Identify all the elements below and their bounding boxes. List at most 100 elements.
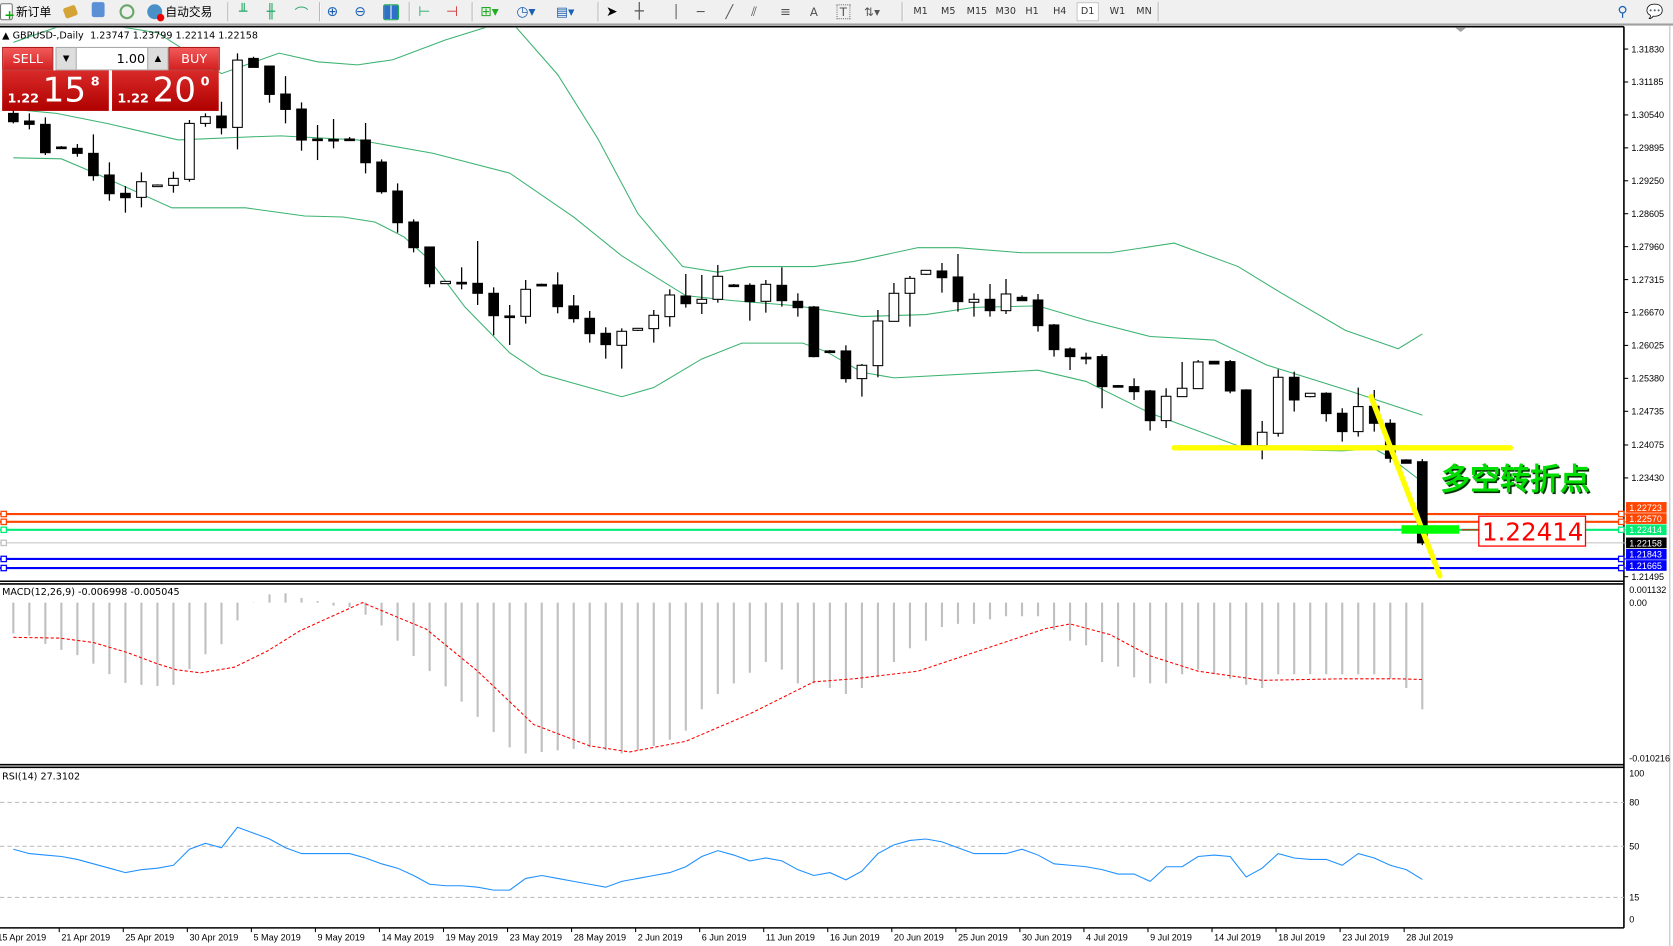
lot-increase-button[interactable]: ▲ xyxy=(147,47,168,70)
search-icon[interactable]: ⚲ xyxy=(1617,3,1628,20)
text-tool-icon[interactable]: A xyxy=(809,4,818,19)
candlestick-chart-icon[interactable]: ╫ xyxy=(266,3,276,20)
candle-body xyxy=(872,320,884,367)
new-order-icon: + xyxy=(0,3,15,21)
line-chart-icon[interactable]: ⌒ xyxy=(294,5,309,22)
y-tick-label: 1.24735 xyxy=(1631,406,1664,416)
timeframe-mn[interactable]: MN xyxy=(1136,6,1152,18)
candle-body xyxy=(264,65,275,95)
timeframe-d1[interactable]: D1 xyxy=(1076,2,1099,22)
fibonacci-icon[interactable]: ≡ xyxy=(779,4,791,20)
candle xyxy=(8,110,19,124)
bar-chart-icon[interactable]: ╨ xyxy=(238,3,248,20)
candle-body xyxy=(504,315,516,319)
lot-size-stepper[interactable]: ▼ 1.00 ▲ xyxy=(55,46,169,71)
candle xyxy=(1400,459,1412,464)
lot-input[interactable]: 1.00 xyxy=(76,47,148,70)
candle xyxy=(344,137,355,142)
candle-body xyxy=(616,330,628,346)
candle xyxy=(376,159,387,194)
x-tick-label: 28 May 2019 xyxy=(574,933,626,943)
timeframe-m30[interactable]: M30 xyxy=(995,6,1016,18)
candle xyxy=(1320,392,1332,422)
arrows-icon[interactable]: ⇅▾ xyxy=(864,4,880,19)
timeframe-h4[interactable]: H4 xyxy=(1053,6,1067,18)
candle xyxy=(104,162,115,201)
zoom-out-icon[interactable]: ⊖ xyxy=(354,3,366,20)
candle-body xyxy=(1112,385,1124,388)
timeframe-m1[interactable]: M1 xyxy=(913,6,928,18)
timeframe-m5[interactable]: M5 xyxy=(941,6,956,18)
sell-button[interactable]: SELL xyxy=(2,46,54,71)
x-tick-label: 23 Jul 2019 xyxy=(1342,933,1389,943)
candle-body xyxy=(680,295,692,305)
timeframe-m15[interactable]: M15 xyxy=(966,6,988,18)
y-tick-label: 1.30540 xyxy=(1631,110,1664,120)
candle-body xyxy=(648,314,660,330)
buy-price[interactable]: 1.22 20 0 xyxy=(112,70,219,111)
sell-price[interactable]: 1.22 15 8 xyxy=(2,70,109,111)
candle xyxy=(920,269,932,275)
candle-body xyxy=(168,177,179,186)
history-center-icon[interactable] xyxy=(62,4,79,19)
mailbox-icon[interactable] xyxy=(91,2,105,18)
price-line-handle xyxy=(0,518,8,526)
horizontal-line-icon[interactable]: ─ xyxy=(696,4,705,20)
candle-body xyxy=(440,280,451,285)
candle-body xyxy=(888,292,900,322)
bollinger-middle-line xyxy=(13,108,1423,416)
chat-icon[interactable]: 💬 xyxy=(1646,3,1664,20)
toolbar-separator xyxy=(901,2,904,22)
trendline-icon[interactable]: ╱ xyxy=(725,4,734,20)
zoom-in-icon[interactable]: ⊕ xyxy=(326,3,339,20)
candle-body xyxy=(360,139,371,164)
rsi-axis-label: 50 xyxy=(1629,841,1639,851)
new-order-button[interactable]: + 新订单 xyxy=(0,2,51,21)
candle-body xyxy=(584,317,596,335)
lot-decrease-button[interactable]: ▼ xyxy=(56,47,77,70)
price-line-handle xyxy=(0,510,8,518)
candle xyxy=(408,219,419,253)
x-tick-label: 16 Jun 2019 xyxy=(830,933,880,943)
candle-body xyxy=(344,138,355,142)
text-label-icon[interactable]: T xyxy=(836,4,851,20)
candle xyxy=(472,241,483,305)
reversal-text: 多空转折点 xyxy=(1440,463,1589,498)
candle xyxy=(968,293,980,317)
autoscroll-icon[interactable]: ⊢ xyxy=(418,3,431,20)
timeframe-w1[interactable]: W1 xyxy=(1109,6,1126,18)
vertical-line-icon[interactable]: │ xyxy=(672,4,680,20)
candle-body xyxy=(1352,406,1364,433)
timeframe-h1[interactable]: H1 xyxy=(1025,6,1039,18)
x-tick-label: 23 May 2019 xyxy=(510,933,562,943)
candle xyxy=(248,56,259,68)
templates-icon[interactable]: ▤▾ xyxy=(555,4,575,20)
candle-body xyxy=(1192,361,1204,390)
auto-trading-button[interactable]: 自动交易 xyxy=(147,2,212,22)
candle xyxy=(1304,392,1316,398)
y-tick-label: 1.23430 xyxy=(1631,473,1664,483)
buy-button[interactable]: BUY xyxy=(168,46,220,71)
tile-windows-icon[interactable] xyxy=(383,4,400,21)
cursor-icon[interactable]: ➤ xyxy=(606,3,618,20)
price-panel xyxy=(0,27,1624,570)
chart-shift-icon[interactable]: ⊣ xyxy=(445,3,459,20)
candle xyxy=(696,274,708,314)
signals-icon[interactable] xyxy=(119,4,135,20)
candle xyxy=(952,253,964,312)
periods-clock-icon[interactable]: ◷▾ xyxy=(516,3,536,20)
candle xyxy=(632,327,644,331)
crosshair-icon[interactable]: ┼ xyxy=(634,3,644,21)
rsi-title: RSI(14) 27.3102 xyxy=(2,772,80,783)
equidistant-channel-icon[interactable]: ⫽ xyxy=(751,3,757,19)
toolbar-separator xyxy=(227,2,230,22)
candle xyxy=(616,328,628,369)
candle-body xyxy=(136,181,147,198)
candle xyxy=(184,120,195,182)
sell-price-prefix: 1.22 xyxy=(7,90,40,106)
toolbar-separator xyxy=(319,2,322,22)
candle xyxy=(1016,295,1028,302)
candle xyxy=(280,76,291,124)
indicators-icon[interactable]: ⊞▾ xyxy=(480,3,499,20)
